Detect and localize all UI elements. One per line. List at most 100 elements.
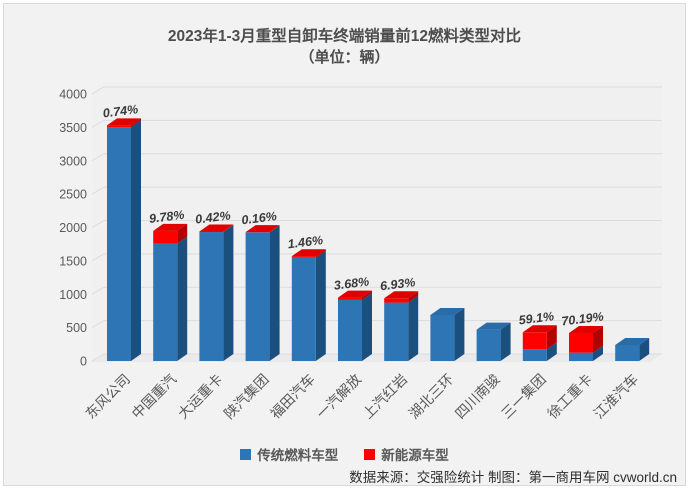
plot-floor [92, 354, 662, 362]
legend-label-traditional: 传统燃料车型 [257, 448, 339, 463]
bar-side-new-energy [546, 325, 557, 350]
bar-side-traditional [639, 337, 650, 361]
axis-tick [91, 320, 105, 329]
x-axis-category-label: 三一集团 [498, 371, 549, 422]
bar-side-traditional [315, 250, 326, 361]
bar-top-new-energy [107, 118, 141, 126]
bar-new-energy [384, 298, 409, 303]
nev-share-label: 6.93% [379, 275, 416, 293]
y-axis-tick-label: 4000 [59, 88, 87, 102]
bar-side-new-energy [131, 118, 141, 128]
y-axis-tick-label: 1000 [59, 288, 87, 302]
legend-item-traditional: 传统燃料车型 [240, 444, 338, 464]
bar-side-new-energy [362, 290, 372, 300]
bar-side-new-energy [223, 224, 234, 233]
traditional-fuel-swatch-icon [240, 448, 252, 460]
nev-share-label: 59.1% [518, 309, 555, 327]
bar-side-new-energy [177, 223, 188, 244]
y-axis-tick-label: 2500 [59, 188, 87, 202]
bar-traditional [476, 329, 501, 361]
nev-share-label: 0.42% [194, 208, 231, 226]
chart-title-block: 2023年1-3月重型自卸车终端销量前12燃料类型对比 （单位：辆） [4, 26, 685, 68]
bar-traditional [615, 344, 640, 361]
bar-top-new-energy [384, 291, 419, 299]
chart-card: 2023年1-3月重型自卸车终端销量前12燃料类型对比 （单位：辆） 0 500 1… [3, 3, 686, 486]
bar-side-traditional [177, 236, 188, 361]
bar-traditional [245, 232, 270, 361]
bar-top-new-energy [522, 325, 557, 333]
nev-share-label: 3.68% [333, 275, 370, 293]
chart-subtitle-unit: （单位：辆） [299, 49, 390, 66]
y-axis-tick-label: 2000 [59, 221, 87, 235]
x-axis-category-label: 湖北三环 [406, 371, 457, 422]
bar-new-energy [153, 230, 178, 244]
axis-tick [91, 186, 105, 195]
bar-side-traditional [131, 120, 141, 361]
nev-share-label: 1.46% [287, 233, 324, 251]
bar-top-new-energy [569, 325, 603, 333]
y-axis-tick-label: 0 [80, 355, 87, 369]
y-axis-tick-label: 500 [66, 321, 87, 335]
x-axis-category-label: 徐工重卡 [544, 371, 595, 422]
axis-tick [91, 86, 105, 95]
bar-side-new-energy [315, 249, 326, 258]
bar-top-new-energy [199, 224, 234, 232]
axis-tick [91, 119, 105, 128]
x-axis-category-label: 四川南骏 [452, 371, 503, 422]
bar-new-energy [522, 332, 547, 350]
x-axis-category-label: 陕汽集团 [221, 371, 272, 422]
bar-traditional [430, 314, 455, 361]
bar-top-traditional [476, 322, 511, 330]
y-axis-tick-label: 1500 [59, 254, 87, 268]
bar-side-traditional [546, 342, 557, 361]
x-axis-category-label: 大运重卡 [175, 371, 226, 422]
bar-top-new-energy [153, 223, 188, 231]
bar-traditional [338, 299, 362, 361]
bar-top-new-energy [338, 290, 372, 298]
axis-tick [91, 253, 105, 262]
axis-tick [91, 153, 105, 162]
bar-new-energy [291, 256, 316, 258]
chart-title: 2023年1-3月重型自卸车终端销量前12燃料类型对比 [167, 28, 522, 45]
bar-new-energy [569, 332, 593, 353]
chart-legend: 传统燃料车型 新能源车型 [4, 444, 685, 464]
x-axis-category-label: 上汽红岩 [359, 371, 410, 422]
bar-traditional [291, 257, 316, 361]
bar-side-new-energy [269, 225, 280, 233]
bar-side-traditional [408, 295, 419, 361]
y-axis-tick-label: 3000 [59, 154, 87, 168]
bar-traditional [107, 127, 131, 361]
bar-side-traditional [362, 292, 372, 361]
x-axis-category-label: 中国重汽 [128, 371, 179, 422]
y-axis-tick-label: 3500 [59, 121, 87, 135]
bar-new-energy [107, 125, 131, 128]
nev-share-label: 70.19% [561, 309, 605, 328]
x-axis-category-label: 福田汽车 [267, 371, 318, 422]
bar-side-new-energy [593, 325, 603, 353]
axis-tick [91, 353, 105, 362]
bar-side-traditional [223, 225, 234, 361]
bar-traditional [384, 302, 409, 361]
bar-top-new-energy [291, 249, 326, 257]
legend-label-new-energy: 新能源车型 [381, 448, 449, 463]
bar-side-traditional [593, 345, 603, 361]
x-axis-category-label: 东风公司 [82, 371, 133, 422]
axis-tick [91, 286, 105, 295]
bar-top-traditional [615, 337, 650, 345]
data-source-credit: 数据来源：交强险统计 制图：第一商用车网 cvworld.cn [349, 470, 677, 485]
bar-side-traditional [269, 225, 280, 361]
x-axis-category-label: 一汽解放 [313, 371, 364, 422]
bar-new-energy [199, 231, 224, 233]
bar-side-traditional [454, 307, 465, 361]
nev-share-label: 0.74% [102, 102, 139, 120]
nev-share-label: 0.16% [241, 209, 278, 227]
bar-top-new-energy [245, 225, 280, 233]
bar-traditional [199, 232, 224, 361]
x-axis-category-label: 江淮汽车 [590, 371, 641, 422]
bar-traditional [522, 349, 547, 361]
plot-wall-back [104, 82, 662, 354]
new-energy-swatch-icon [364, 448, 376, 460]
bar-traditional [569, 352, 593, 361]
legend-item-new-energy: 新能源车型 [364, 444, 449, 464]
